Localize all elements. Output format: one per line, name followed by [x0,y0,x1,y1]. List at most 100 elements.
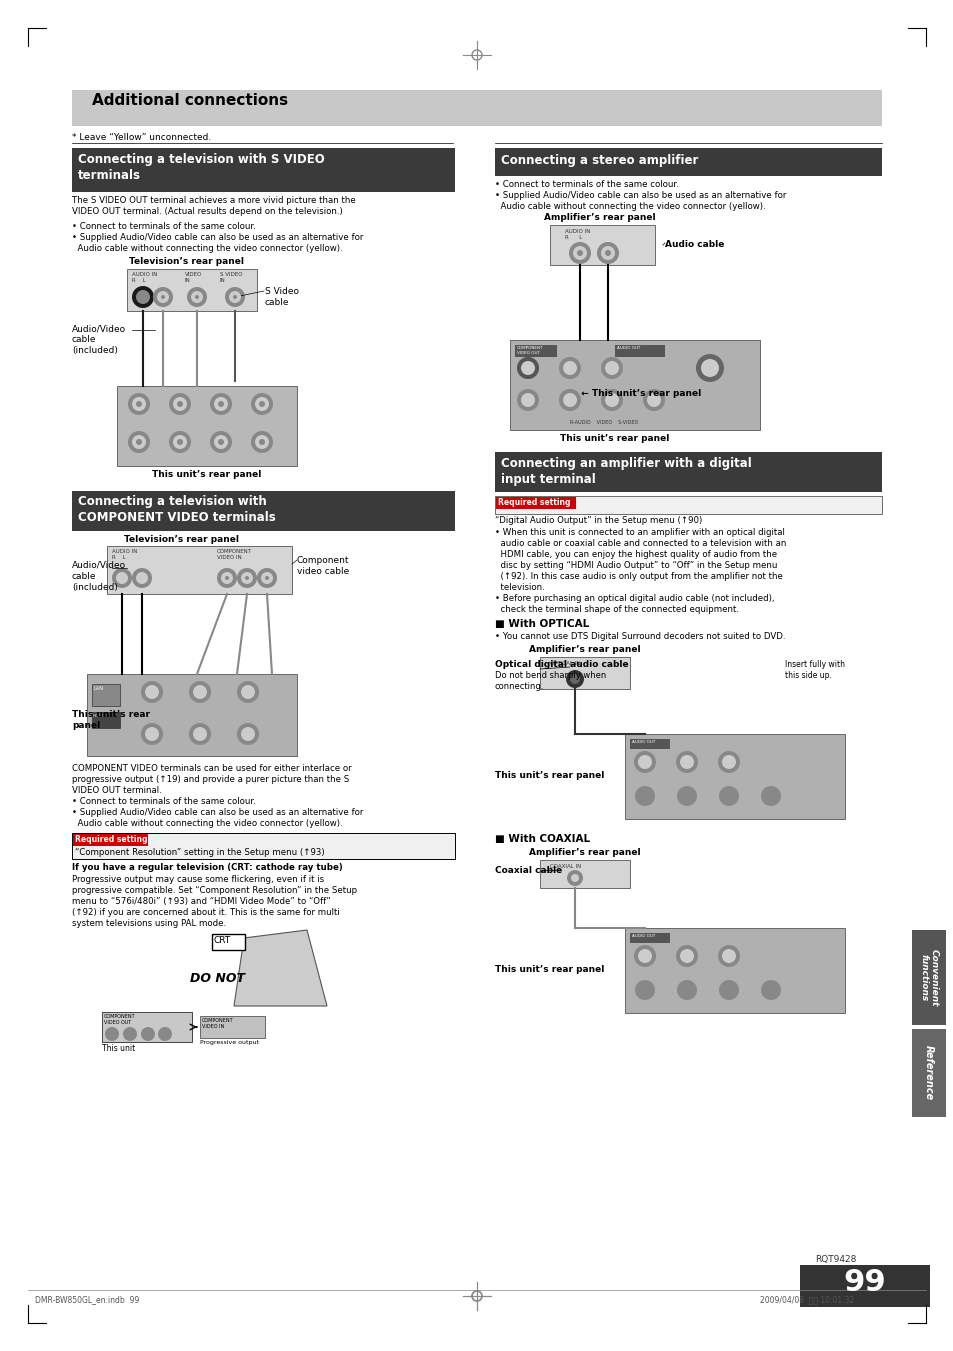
Bar [91,684,120,707]
Circle shape [721,948,735,963]
Circle shape [193,685,207,698]
Text: VIDEO IN: VIDEO IN [216,555,241,561]
Circle shape [172,397,187,411]
Text: • Before purchasing an optical digital audio cable (not included),: • Before purchasing an optical digital a… [495,594,774,603]
Circle shape [187,286,207,307]
Circle shape [141,723,163,744]
Circle shape [210,393,232,415]
Bar [73,834,148,846]
Text: OPTICAL IN: OPTICAL IN [550,661,579,666]
Text: • Supplied Audio/Video cable can also be used as an alternative for: • Supplied Audio/Video cable can also be… [71,808,363,817]
Bar [71,91,882,126]
Text: • Connect to terminals of the same colour.: • Connect to terminals of the same colou… [71,797,255,807]
Circle shape [597,242,618,263]
Circle shape [169,431,191,453]
Text: Required setting: Required setting [497,499,570,507]
Text: menu to “576i/480i” (↑93) and “HDMI Video Mode” to “Off”: menu to “576i/480i” (↑93) and “HDMI Vide… [71,897,331,907]
Circle shape [189,681,211,703]
Circle shape [132,397,146,411]
Text: Optical digital audio cable: Optical digital audio cable [495,661,628,669]
Text: Amplifier’s rear panel: Amplifier’s rear panel [529,644,640,654]
Bar [200,1016,265,1038]
Circle shape [520,393,535,407]
Circle shape [258,439,265,444]
Text: R    L: R L [112,555,126,561]
Circle shape [258,401,265,407]
Circle shape [719,786,739,807]
Circle shape [221,571,233,584]
Text: COAXIAL IN: COAXIAL IN [550,865,580,869]
Circle shape [145,685,159,698]
Circle shape [152,286,172,307]
Bar [515,345,557,357]
Circle shape [261,571,273,584]
Text: Connecting a television with S VIDEO
terminals: Connecting a television with S VIDEO ter… [78,153,324,182]
Text: (↑92). In this case audio is only output from the amplifier not the: (↑92). In this case audio is only output… [495,571,782,581]
Text: VIDEO: VIDEO [185,272,202,277]
Text: Audio/Video
cable
(included): Audio/Video cable (included) [71,324,126,355]
Bar [624,928,844,1013]
Circle shape [254,435,269,449]
Bar [87,674,296,757]
Bar [71,490,455,531]
Circle shape [136,439,142,444]
Circle shape [225,576,229,580]
Text: ■ With COAXIAL: ■ With COAXIAL [495,834,590,844]
Text: ← This unit’s rear panel: ← This unit’s rear panel [575,389,700,399]
Text: If you have a regular television (CRT: cathode ray tube): If you have a regular television (CRT: c… [71,863,342,871]
Text: Television’s rear panel: Television’s rear panel [125,535,239,544]
Circle shape [517,357,538,380]
Bar [629,934,669,943]
Text: LAN: LAN [94,686,104,690]
Circle shape [696,354,723,382]
Circle shape [568,242,590,263]
Text: DO NOT: DO NOT [190,971,245,985]
Text: audio cable or coaxial cable and connected to a television with an: audio cable or coaxial cable and connect… [495,539,785,549]
Text: This unit’s rear panel: This unit’s rear panel [152,470,261,480]
Text: Audio cable: Audio cable [664,240,723,249]
Circle shape [177,439,183,444]
Circle shape [251,393,273,415]
Text: This unit’s rear panel: This unit’s rear panel [495,966,604,974]
Text: Progressive output: Progressive output [200,1040,258,1046]
Circle shape [236,723,258,744]
Text: television.: television. [495,584,544,592]
Circle shape [128,393,150,415]
Bar [615,345,664,357]
Circle shape [760,786,781,807]
Polygon shape [233,929,327,1006]
Circle shape [213,397,228,411]
Circle shape [760,979,781,1000]
Circle shape [116,571,128,584]
Circle shape [236,681,258,703]
Circle shape [191,290,203,303]
Text: CRT: CRT [213,936,231,944]
Circle shape [213,435,228,449]
Circle shape [600,246,615,259]
Text: Progressive output may cause some flickering, even if it is: Progressive output may cause some flicke… [71,875,324,884]
Bar [911,1029,945,1117]
Circle shape [635,979,655,1000]
Text: Reference: Reference [923,1046,933,1101]
Circle shape [123,1027,137,1042]
Circle shape [558,389,580,411]
Circle shape [520,361,535,376]
Circle shape [132,567,152,588]
Circle shape [676,944,698,967]
Circle shape [566,870,582,886]
Circle shape [558,357,580,380]
Circle shape [161,295,165,299]
Text: system televisions using PAL mode.: system televisions using PAL mode. [71,919,226,928]
Text: Component
video cable: Component video cable [296,557,349,576]
Bar [91,712,120,728]
Text: Audio/Video
cable
(included): Audio/Video cable (included) [71,561,126,592]
Circle shape [604,250,610,255]
Circle shape [105,1027,119,1042]
Text: • Connect to terminals of the same colour.: • Connect to terminals of the same colou… [495,180,678,189]
Text: • You cannot use DTS Digital Surround decoders not suited to DVD.: • You cannot use DTS Digital Surround de… [495,632,784,640]
Circle shape [562,361,577,376]
Circle shape [233,295,236,299]
Circle shape [265,576,269,580]
Circle shape [254,397,269,411]
Circle shape [172,435,187,449]
